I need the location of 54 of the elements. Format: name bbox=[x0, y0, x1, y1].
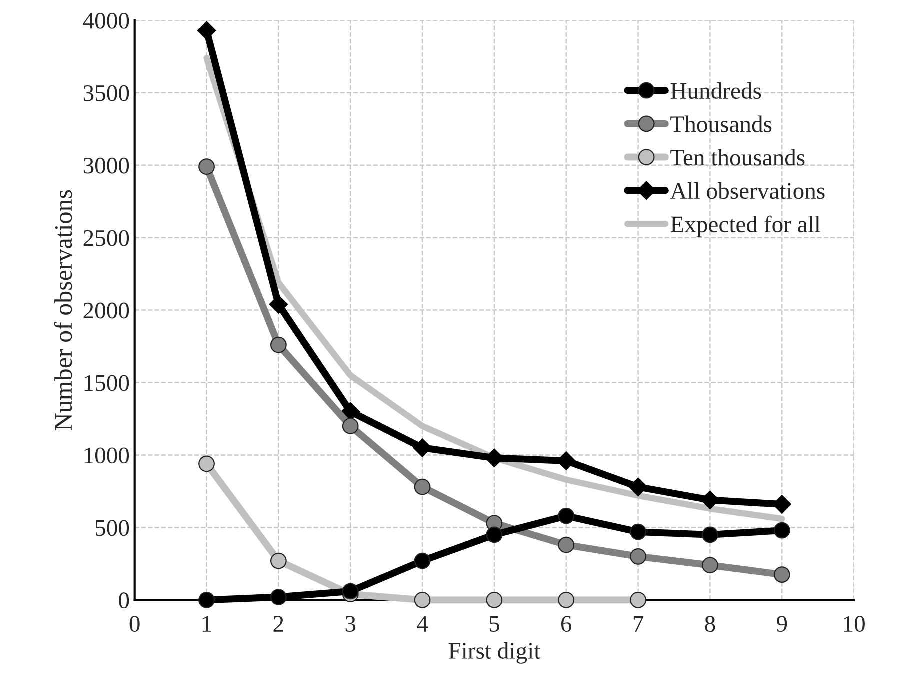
y-axis-title: Number of observations bbox=[54, 190, 72, 430]
x-tick-label: 9 bbox=[776, 616, 788, 632]
y-tick-label: 1500 bbox=[84, 375, 130, 392]
x-axis-title: First digit bbox=[448, 642, 541, 664]
point bbox=[630, 524, 646, 540]
point bbox=[774, 522, 790, 539]
point bbox=[198, 456, 215, 472]
y-tick-label: 3000 bbox=[84, 158, 130, 174]
legend-label: Expected for all bbox=[670, 216, 820, 238]
point bbox=[413, 438, 432, 458]
point bbox=[702, 526, 718, 544]
legend-label: Hundreds bbox=[670, 82, 762, 100]
y-tick-label: 2500 bbox=[84, 230, 130, 246]
point bbox=[270, 589, 287, 606]
legend-label: Thousands bbox=[670, 116, 772, 132]
y-tick-label: 4000 bbox=[83, 12, 130, 29]
point bbox=[628, 478, 648, 497]
point bbox=[702, 557, 718, 574]
point bbox=[414, 592, 431, 608]
y-tick-label: 1000 bbox=[84, 448, 130, 464]
x-tick-label: 0 bbox=[130, 616, 140, 632]
point bbox=[198, 158, 215, 176]
point bbox=[342, 583, 359, 600]
point bbox=[486, 592, 503, 608]
x-tick-label: 1 bbox=[202, 616, 212, 632]
point bbox=[197, 21, 216, 40]
y-tick-label: 3500 bbox=[84, 85, 130, 102]
point bbox=[342, 418, 359, 434]
point bbox=[630, 592, 646, 608]
x-tick-label: 4 bbox=[417, 616, 428, 632]
x-tick-label: 5 bbox=[490, 616, 500, 632]
point bbox=[486, 526, 503, 544]
y-tick-label: 500 bbox=[96, 520, 130, 536]
x-tick-label: 2 bbox=[274, 616, 284, 632]
x-tick-label: 7 bbox=[634, 616, 644, 632]
point bbox=[558, 508, 575, 524]
point bbox=[558, 592, 575, 608]
point bbox=[270, 336, 287, 354]
point bbox=[270, 552, 287, 570]
x-tick-label: 10 bbox=[844, 616, 865, 632]
x-tick-label: 6 bbox=[561, 616, 572, 632]
x-tick-label: 8 bbox=[705, 616, 716, 632]
point bbox=[630, 548, 646, 565]
y-tick-label: 0 bbox=[119, 592, 130, 609]
point bbox=[774, 566, 790, 583]
point bbox=[558, 536, 575, 554]
legend-label: Ten thousands bbox=[670, 149, 805, 166]
y-tick-label: 2000 bbox=[84, 302, 130, 319]
legend-label: All observations bbox=[670, 182, 825, 200]
point bbox=[414, 552, 431, 570]
x-tick-label: 3 bbox=[346, 616, 356, 632]
point bbox=[269, 295, 288, 314]
point bbox=[198, 592, 215, 608]
point bbox=[414, 478, 431, 496]
